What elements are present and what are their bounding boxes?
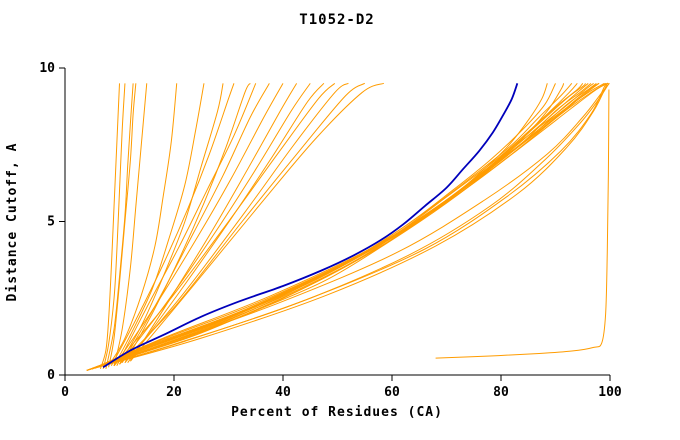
- curve-model-05: [105, 83, 134, 369]
- curve-model-34: [92, 82, 605, 370]
- x-tick-label: 0: [61, 385, 69, 400]
- y-tick-label: 5: [47, 215, 55, 230]
- curve-model-27: [86, 83, 586, 371]
- x-tick-label: 40: [275, 385, 291, 400]
- curve-model-28: [92, 82, 589, 370]
- curve-model-01: [99, 83, 120, 370]
- axis-ticks: 0 20 40 60 80 100 0 5 10: [39, 61, 622, 400]
- y-tick-label: 10: [39, 61, 55, 76]
- curve-model-13: [113, 83, 284, 367]
- curve-model-25: [89, 83, 578, 370]
- curve-model-22: [92, 83, 556, 370]
- x-tick-label: 80: [493, 385, 509, 400]
- curve-model-07: [113, 83, 205, 367]
- curve-model-06: [108, 83, 178, 367]
- curve-model-38: [103, 83, 608, 367]
- curve-model-30: [92, 82, 594, 370]
- x-tick-label: 60: [384, 385, 400, 400]
- curve-model-32: [92, 82, 600, 370]
- y-axis-label: Distance Cutoff, A: [5, 143, 20, 302]
- curve-model-17: [113, 82, 336, 367]
- curve-model-09: [110, 83, 235, 367]
- curve-model-31: [86, 82, 597, 371]
- curve-model-40: [94, 83, 610, 369]
- curve-model-35: [86, 82, 607, 371]
- curve-model-18: [124, 82, 349, 364]
- model-curves: [86, 82, 610, 371]
- curve-outlier-model: [435, 89, 610, 359]
- x-tick-label: 100: [598, 385, 622, 400]
- x-tick-label: 20: [166, 385, 182, 400]
- curve-model-20: [130, 82, 385, 362]
- curve-model-11: [116, 83, 257, 367]
- curve-model-02: [102, 83, 126, 369]
- curve-model-08: [119, 83, 224, 365]
- curve-model-14: [129, 83, 298, 362]
- curve-model-39: [97, 82, 609, 368]
- curve-model-10: [124, 83, 251, 363]
- curve-model-16: [127, 83, 325, 364]
- curve-selected-model: [102, 83, 519, 369]
- curve-model-04: [113, 83, 148, 366]
- x-axis-label: Percent of Residues (CA): [231, 405, 443, 420]
- curve-model-33: [89, 82, 600, 370]
- curve-model-29: [89, 82, 592, 370]
- curve-model-19: [119, 82, 366, 365]
- y-tick-label: 0: [47, 368, 55, 383]
- curve-model-24: [92, 83, 573, 370]
- curve-model-37: [97, 83, 610, 368]
- curve-model-26: [92, 83, 584, 370]
- chart-title: T1052-D2: [299, 12, 374, 28]
- curve-model-36: [92, 82, 609, 370]
